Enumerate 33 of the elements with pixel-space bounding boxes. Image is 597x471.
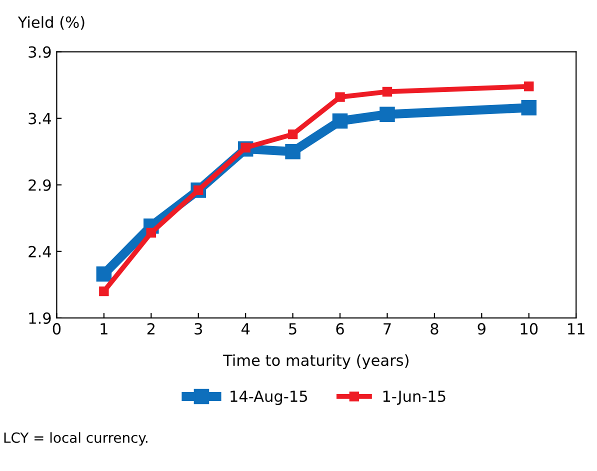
x-tick-label: 7 (384, 323, 391, 334)
point (380, 106, 395, 122)
legend-label: 1-Jun-15 (383, 390, 446, 405)
y-tick-label: 2.4 (28, 246, 51, 258)
y-tick-label: 3.4 (28, 112, 51, 124)
x-tick-label: 3 (194, 323, 202, 335)
y-tick-label: 2.9 (28, 179, 51, 191)
x-tick-label: 5 (289, 323, 296, 335)
x-tick-label: 8 (430, 323, 438, 335)
x-tick-label: 10 (520, 323, 538, 335)
y-tick-label: 3.9 (28, 46, 51, 58)
legend-label: 14-Aug-15 (230, 390, 308, 406)
x-tick-label: 9 (478, 323, 486, 335)
point (332, 113, 348, 129)
y-tick-label: 1.9 (29, 312, 51, 324)
x-tick-label: 11 (568, 323, 584, 334)
y-axis-title: Yield (%) (18, 16, 84, 30)
point (524, 82, 534, 92)
x-axis-title: Time to maturity (years) (223, 354, 408, 370)
point (99, 286, 109, 296)
point (285, 144, 300, 160)
point (382, 86, 392, 97)
point (288, 129, 298, 140)
x-tick-label: 0 (52, 323, 61, 335)
x-tick-label: 6 (336, 323, 344, 335)
x-tick-label: 2 (147, 323, 154, 334)
x-tick-label: 1 (100, 323, 108, 334)
point (335, 92, 345, 102)
point (521, 100, 537, 116)
point (146, 228, 156, 238)
text: LCY = local currency. (4, 432, 148, 446)
x-tick-label: 4 (241, 323, 250, 334)
point (96, 266, 112, 282)
